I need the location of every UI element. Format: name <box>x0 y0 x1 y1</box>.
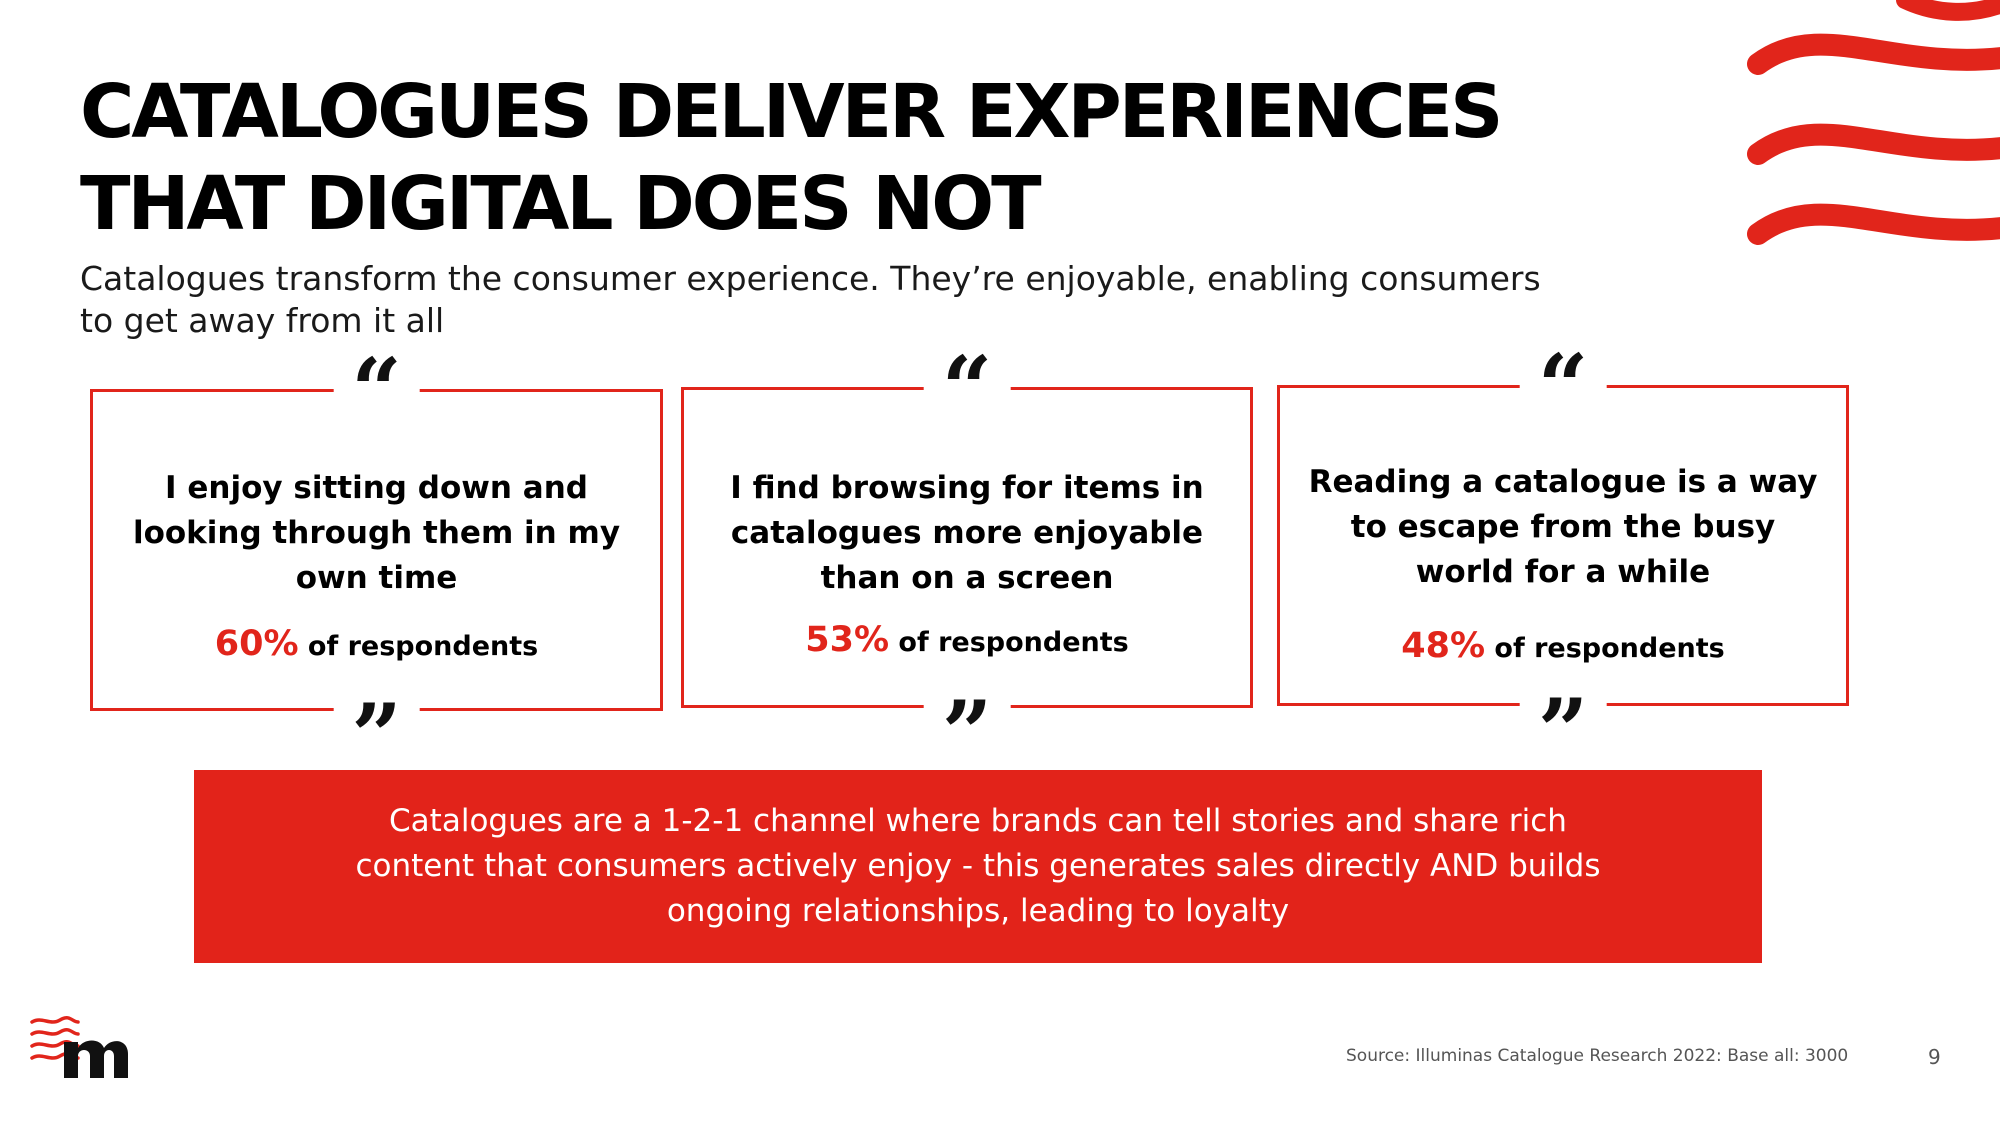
card-percent: 60% <box>214 624 299 664</box>
slide-title: CATALOGUES DELIVER EXPERIENCES THAT DIGI… <box>80 66 1503 250</box>
quote-card-1: “ I enjoy sitting down and looking throu… <box>90 346 663 780</box>
card-stat-suffix: of respondents <box>1485 633 1725 664</box>
close-quote-icon: ” <box>1519 687 1607 775</box>
card-percent: 48% <box>1401 626 1486 666</box>
title-line-1: CATALOGUES DELIVER EXPERIENCES <box>80 69 1503 155</box>
card-statement: I enjoy sitting down and looking through… <box>132 470 621 596</box>
title-line-2: THAT DIGITAL DOES NOT <box>80 161 1042 247</box>
open-quote-icon: “ <box>1519 342 1607 430</box>
open-quote-icon: “ <box>333 346 420 434</box>
quote-card-3: “ Reading a catalogue is a way to escape… <box>1277 342 1849 775</box>
card-stat: 48% of respondents <box>1280 626 1846 666</box>
card-stat: 60% of respondents <box>93 624 660 664</box>
key-message-banner: Catalogues are a 1-2-1 channel where bra… <box>194 770 1762 963</box>
source-note: Source: Illuminas Catalogue Research 202… <box>1346 1046 1849 1066</box>
card-stat: 53% of respondents <box>684 620 1250 660</box>
red-wave-lines-icon <box>1747 0 2000 245</box>
card-statement: I find browsing for items in catalogues … <box>730 470 1204 596</box>
close-quote-icon: ” <box>333 692 420 780</box>
card-statement: Reading a catalogue is a way to escape f… <box>1308 464 1818 590</box>
page-number: 9 <box>1928 1045 1941 1069</box>
card-percent: 53% <box>805 620 890 660</box>
close-quote-icon: ” <box>923 689 1011 777</box>
banner-text: Catalogues are a 1-2-1 channel where bra… <box>355 803 1601 929</box>
card-stat-suffix: of respondents <box>889 627 1129 658</box>
slide-subtitle: Catalogues transform the consumer experi… <box>80 259 1541 340</box>
open-quote-icon: “ <box>923 344 1011 432</box>
quote-card-2: “ I find browsing for items in catalogue… <box>681 344 1253 777</box>
card-stat-suffix: of respondents <box>298 631 539 662</box>
wave-m-logo <box>30 1016 128 1078</box>
